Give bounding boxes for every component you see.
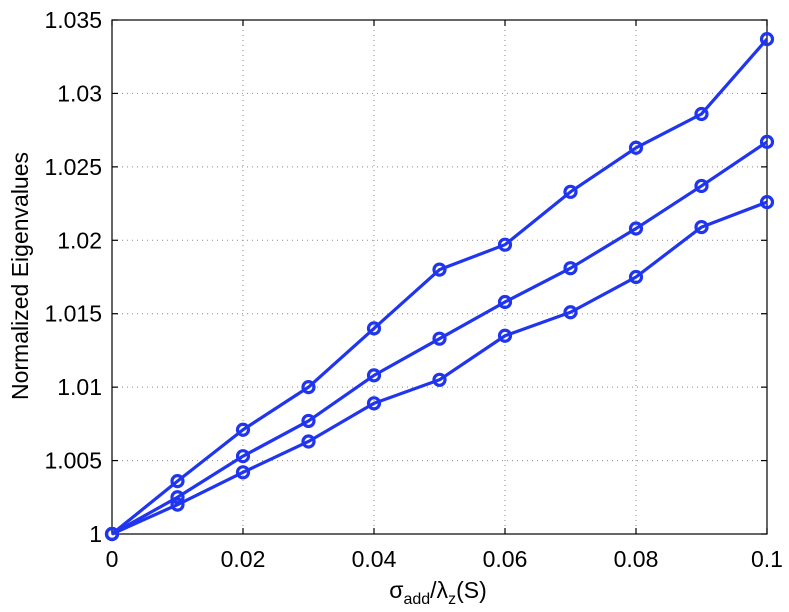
series-line bbox=[111, 140, 768, 536]
data-point-marker bbox=[759, 134, 775, 149]
y-axis-title: Normalized Eigenvalues bbox=[7, 152, 33, 400]
x-tick-label: 0.1 bbox=[751, 546, 783, 572]
data-point-marker bbox=[432, 262, 447, 277]
y-tick-label: 1.005 bbox=[44, 448, 102, 474]
data-point-marker bbox=[497, 294, 513, 310]
series-layer bbox=[104, 31, 775, 542]
x-axis-title-tail: (S) bbox=[456, 577, 487, 603]
x-tick-label: 0 bbox=[106, 546, 119, 572]
y-tick-label: 1 bbox=[89, 521, 102, 547]
data-point-marker bbox=[235, 449, 251, 464]
data-point-marker bbox=[563, 305, 578, 320]
data-point-marker bbox=[759, 195, 775, 210]
data-point-marker bbox=[170, 490, 185, 505]
x-tick-label: 0.08 bbox=[614, 546, 659, 572]
data-point-marker bbox=[301, 434, 316, 449]
x-tick-label: 0.06 bbox=[483, 546, 528, 572]
data-point-marker bbox=[301, 413, 316, 429]
data-point-marker bbox=[366, 368, 382, 383]
x-axis-title-mid: /λ bbox=[430, 577, 448, 603]
y-tick-label: 1.03 bbox=[57, 80, 102, 106]
x-tick-label: 0.04 bbox=[352, 546, 397, 572]
grid bbox=[112, 20, 767, 534]
data-point-marker bbox=[694, 106, 709, 122]
series-2 bbox=[104, 134, 775, 542]
data-point-marker bbox=[759, 31, 775, 47]
data-point-marker bbox=[432, 331, 447, 346]
x-axis-title-subscript-1: add bbox=[403, 591, 430, 607]
data-point-marker bbox=[628, 221, 644, 236]
data-point-marker bbox=[497, 328, 513, 343]
data-point-marker bbox=[497, 237, 513, 252]
x-tick-label: 0.02 bbox=[221, 546, 266, 572]
x-axis-title-symbol: σ bbox=[389, 577, 403, 603]
y-tick-label: 1.015 bbox=[44, 301, 102, 327]
data-point-marker bbox=[235, 422, 251, 437]
data-point-marker bbox=[563, 261, 578, 276]
data-point-marker bbox=[235, 465, 251, 480]
data-point-marker bbox=[366, 321, 382, 336]
data-point-marker bbox=[170, 497, 185, 512]
series-line bbox=[111, 200, 768, 536]
data-point-marker bbox=[694, 219, 709, 235]
data-point-marker bbox=[628, 140, 644, 155]
y-tick-label: 1.025 bbox=[44, 154, 102, 180]
data-point-marker bbox=[563, 184, 578, 199]
series-3 bbox=[104, 195, 775, 542]
data-point-marker bbox=[301, 380, 316, 395]
y-tick-label: 1.01 bbox=[57, 374, 102, 400]
x-axis-title: σadd/λz(S) bbox=[389, 577, 486, 607]
x-axis-title-subscript-2: z bbox=[448, 591, 456, 607]
plot-area-frame bbox=[111, 19, 768, 535]
data-point-marker bbox=[628, 269, 644, 285]
series-1 bbox=[104, 31, 775, 542]
data-point-marker bbox=[170, 474, 185, 489]
data-point-marker bbox=[104, 526, 120, 542]
data-point-marker bbox=[694, 178, 709, 194]
tick-labels: 0 0.02 0.04 0.06 0.08 0.1 1 1.005 1.01 1.015 1.02 1… bbox=[44, 7, 783, 572]
y-tick-label: 1.02 bbox=[57, 227, 102, 253]
data-point-marker bbox=[432, 372, 447, 387]
data-point-marker bbox=[366, 396, 382, 411]
y-tick-label: 1.035 bbox=[44, 7, 102, 33]
series-line bbox=[110, 38, 769, 536]
